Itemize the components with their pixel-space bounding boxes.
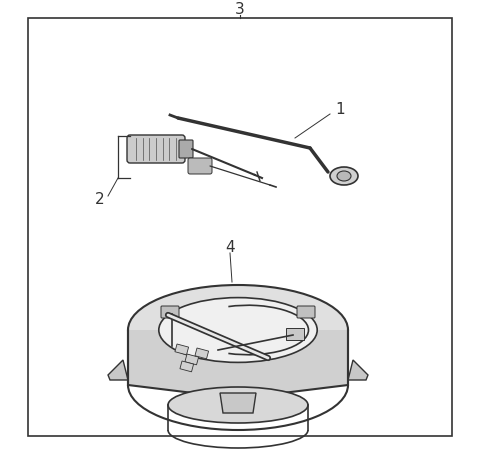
Text: 4: 4 <box>225 240 235 255</box>
FancyBboxPatch shape <box>297 306 315 318</box>
FancyBboxPatch shape <box>127 135 185 163</box>
Polygon shape <box>108 360 128 380</box>
Text: 2: 2 <box>95 192 105 207</box>
Bar <box>180 361 193 372</box>
Bar <box>286 328 304 340</box>
Polygon shape <box>220 393 256 413</box>
PathPatch shape <box>128 330 348 399</box>
Bar <box>185 354 199 365</box>
Polygon shape <box>348 360 368 380</box>
FancyBboxPatch shape <box>179 140 193 158</box>
Bar <box>175 344 189 355</box>
Ellipse shape <box>128 285 348 375</box>
FancyBboxPatch shape <box>188 158 212 174</box>
Text: 3: 3 <box>235 3 245 18</box>
Ellipse shape <box>159 298 317 362</box>
Bar <box>195 348 209 359</box>
Ellipse shape <box>330 167 358 185</box>
Bar <box>28 18 452 436</box>
Text: 1: 1 <box>335 103 345 118</box>
FancyBboxPatch shape <box>161 306 179 318</box>
Ellipse shape <box>337 171 351 181</box>
Ellipse shape <box>168 387 308 423</box>
